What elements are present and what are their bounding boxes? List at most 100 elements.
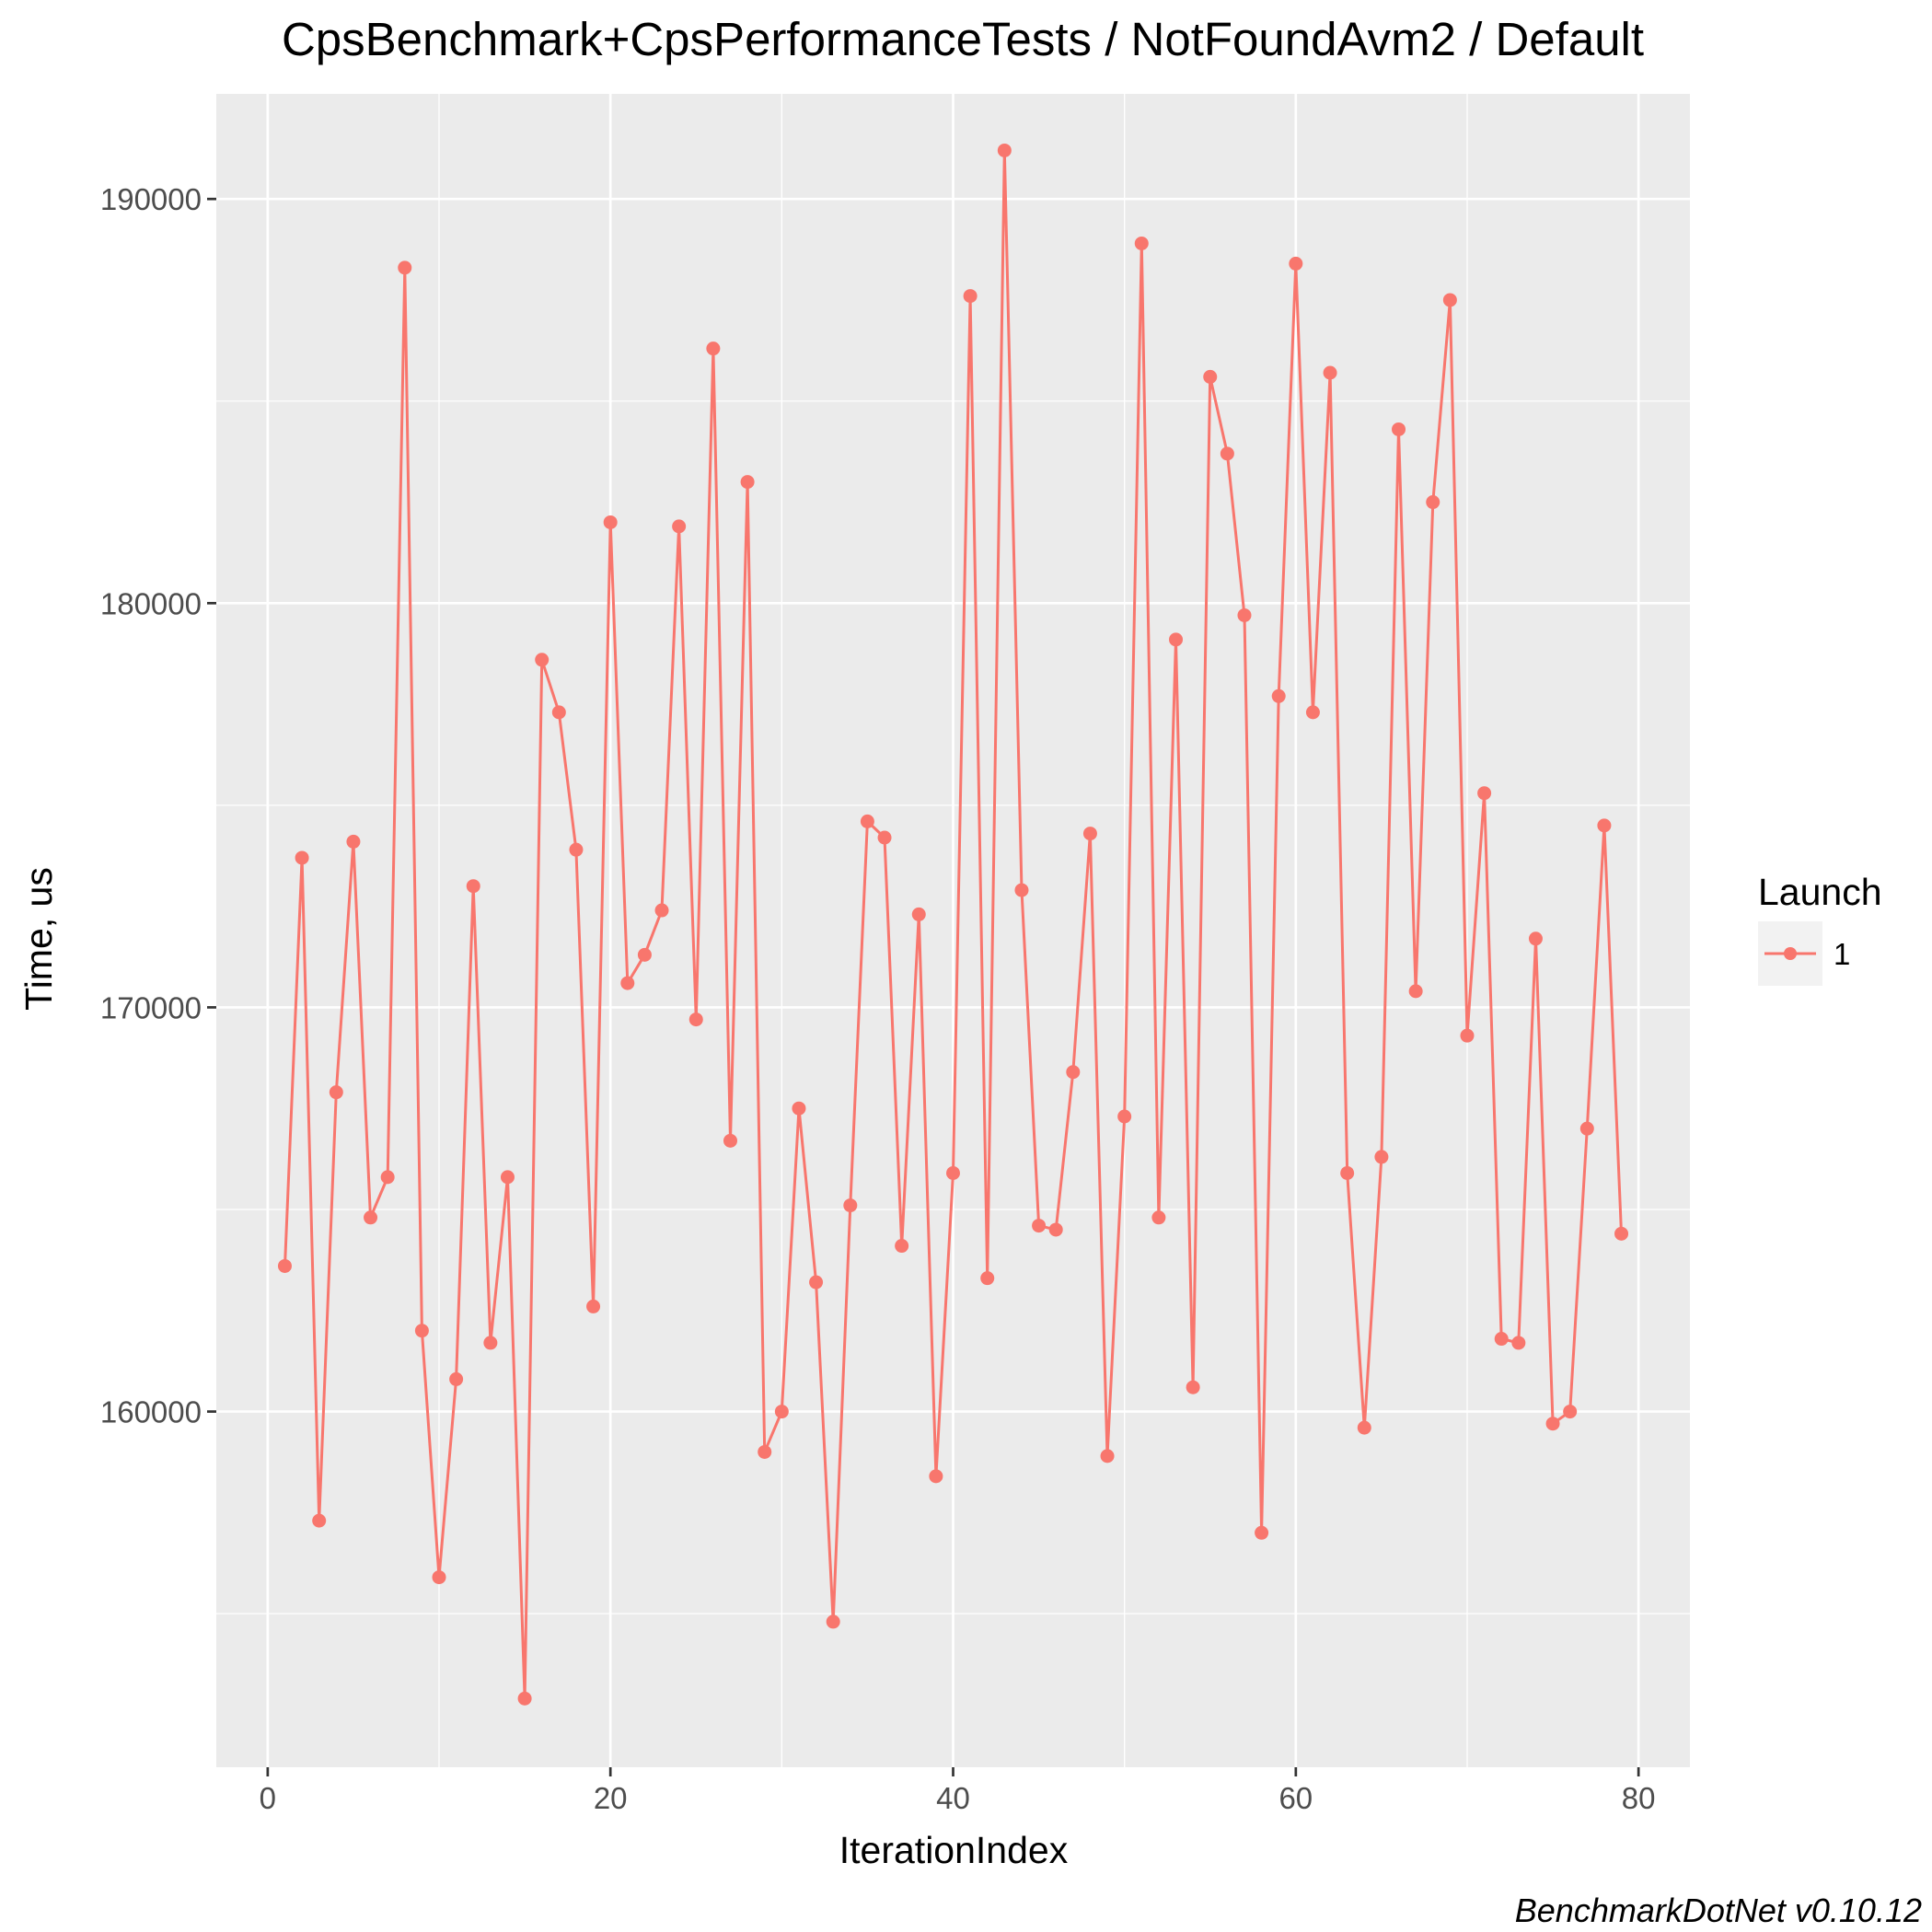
data-point <box>329 1085 343 1100</box>
data-point <box>1220 446 1234 461</box>
x-tick-label: 80 <box>1622 1781 1656 1815</box>
data-point <box>1014 883 1029 897</box>
data-point <box>1511 1336 1526 1350</box>
data-point <box>946 1165 960 1180</box>
caption: BenchmarkDotNet v0.10.12 <box>1515 1892 1922 1929</box>
data-point <box>1271 688 1286 703</box>
data-point <box>277 1258 292 1273</box>
data-point <box>1169 632 1184 647</box>
data-point <box>980 1271 995 1286</box>
data-point <box>346 834 361 849</box>
data-point <box>1357 1420 1371 1435</box>
data-point <box>466 879 480 894</box>
data-point <box>637 947 652 962</box>
data-point <box>432 1570 446 1585</box>
data-point <box>380 1170 395 1185</box>
chart-title: CpsBenchmark+CpsPerformanceTests / NotFo… <box>282 13 1644 65</box>
data-point <box>1579 1121 1594 1136</box>
y-tick-label: 180000 <box>100 586 202 620</box>
legend-label: 1 <box>1834 937 1850 971</box>
data-point <box>449 1371 464 1386</box>
data-point <box>414 1324 429 1338</box>
data-point <box>1545 1417 1560 1431</box>
data-point <box>706 341 721 356</box>
data-point <box>895 1239 909 1254</box>
data-point <box>809 1275 824 1290</box>
x-axis: 0 20 40 60 80 <box>260 1767 1656 1815</box>
x-tick-label: 0 <box>260 1781 276 1815</box>
y-tick-label: 160000 <box>100 1395 202 1429</box>
data-point <box>997 143 1012 157</box>
data-point <box>1186 1380 1200 1394</box>
data-point <box>1151 1210 1166 1225</box>
data-point <box>500 1170 515 1185</box>
data-point <box>1237 607 1252 622</box>
data-point <box>1392 422 1406 436</box>
data-point <box>1460 1028 1475 1043</box>
data-point <box>517 1691 532 1706</box>
data-point <box>1066 1065 1081 1080</box>
x-tick-label: 40 <box>936 1781 970 1815</box>
data-point <box>826 1614 840 1629</box>
data-point <box>1117 1109 1132 1124</box>
data-point <box>1323 365 1337 380</box>
data-point <box>1082 827 1097 841</box>
data-point <box>1528 931 1543 946</box>
data-point <box>535 653 550 667</box>
data-point <box>1048 1222 1063 1237</box>
data-point <box>1340 1165 1355 1180</box>
data-point <box>364 1210 378 1225</box>
x-tick-label: 20 <box>594 1781 628 1815</box>
data-point <box>672 519 687 534</box>
data-point <box>963 289 978 304</box>
data-point <box>1289 256 1303 271</box>
data-point <box>1408 984 1423 999</box>
data-point <box>1374 1150 1389 1164</box>
data-point <box>877 830 892 845</box>
data-point <box>569 842 584 857</box>
data-point <box>1614 1226 1629 1241</box>
data-point <box>792 1101 806 1116</box>
data-point <box>843 1198 858 1213</box>
data-point <box>1255 1525 1269 1540</box>
data-point <box>551 705 566 720</box>
data-point <box>603 515 618 529</box>
y-axis-title: Time, us <box>17 867 60 1011</box>
data-point <box>483 1336 498 1350</box>
y-tick-label: 170000 <box>100 990 202 1024</box>
data-point <box>398 260 412 275</box>
data-point <box>1134 236 1149 250</box>
data-point <box>911 907 926 921</box>
data-point <box>1305 705 1320 720</box>
legend-key-point <box>1784 947 1797 960</box>
data-point <box>723 1133 737 1148</box>
y-axis: 160000 170000 180000 190000 <box>100 182 216 1429</box>
data-point <box>312 1513 327 1528</box>
legend: Launch 1 <box>1758 871 1882 986</box>
data-point <box>586 1299 601 1313</box>
data-point <box>1477 786 1492 801</box>
data-point <box>860 814 874 828</box>
data-point <box>1032 1219 1047 1233</box>
major-gridlines <box>216 94 1690 1767</box>
data-point <box>1426 495 1440 510</box>
data-point <box>1563 1405 1578 1419</box>
data-point <box>1494 1332 1509 1347</box>
data-point <box>1203 369 1218 384</box>
x-axis-title: IterationIndex <box>839 1829 1069 1871</box>
data-point <box>688 1012 703 1027</box>
x-tick-label: 60 <box>1278 1781 1313 1815</box>
data-point <box>774 1405 789 1419</box>
data-point <box>620 976 635 990</box>
data-point <box>295 850 309 865</box>
data-point <box>1597 818 1612 833</box>
y-tick-label: 190000 <box>100 182 202 216</box>
legend-title: Launch <box>1758 871 1882 913</box>
data-point <box>1100 1449 1115 1463</box>
data-point <box>1442 293 1457 307</box>
data-point <box>654 903 669 918</box>
data-point <box>758 1444 772 1459</box>
data-point <box>740 475 755 490</box>
data-point <box>929 1469 943 1484</box>
